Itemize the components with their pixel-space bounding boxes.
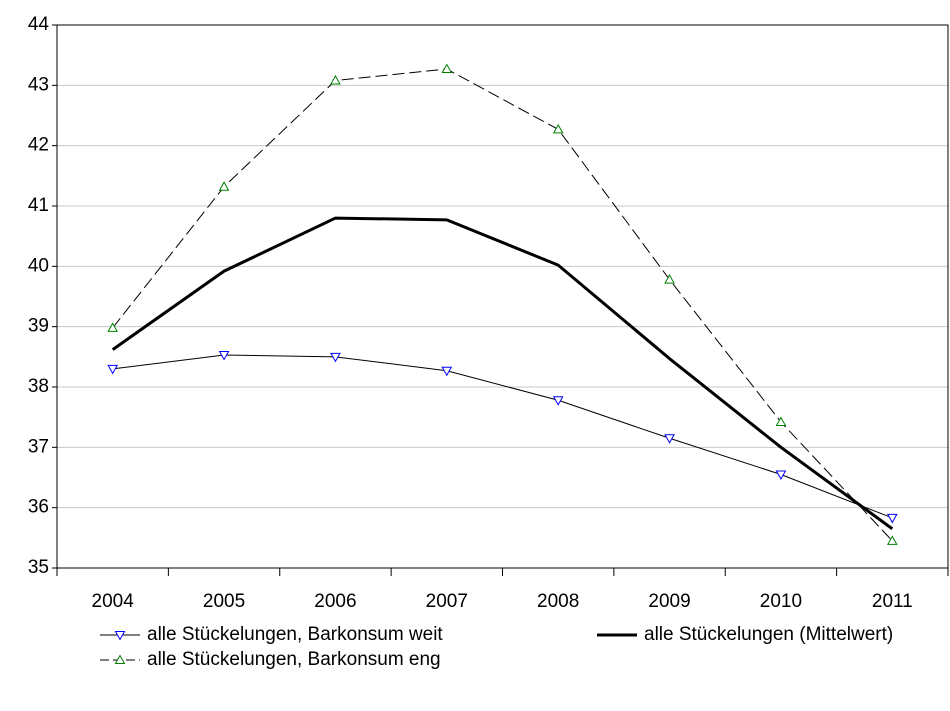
data-point [441, 366, 453, 377]
data-point [107, 322, 119, 332]
x-tick-label: 2008 [537, 591, 579, 612]
series-line [112, 68, 893, 542]
y-tick-label: 35 [28, 557, 49, 578]
data-point [441, 63, 453, 74]
legend-label: alle Stückelungen, Barkonsum weit [147, 624, 443, 645]
x-tick-label: 2004 [92, 591, 135, 612]
legend-label: alle Stückelungen (Mittelwert) [644, 624, 893, 645]
data-point [552, 396, 564, 406]
x-tick-label: 2009 [648, 591, 690, 612]
data-point [330, 74, 341, 85]
y-tick-label: 40 [28, 255, 49, 276]
x-tick-label: 2006 [314, 591, 356, 612]
y-tick-label: 38 [28, 376, 49, 397]
x-tick-label: 2011 [872, 591, 913, 612]
data-point [886, 513, 898, 524]
data-point [886, 535, 898, 545]
data-point [664, 434, 675, 444]
x-tick-label: 2005 [203, 591, 245, 612]
y-tick-label: 42 [28, 135, 49, 156]
x-tick-label: 2007 [426, 591, 468, 612]
y-tick-label: 41 [28, 195, 49, 216]
y-tick-label: 39 [28, 316, 49, 337]
legend-marker [114, 631, 126, 641]
y-tick-label: 36 [28, 497, 49, 518]
data-point [775, 470, 787, 481]
legend-label: alle Stückelungen, Barkonsum eng [147, 649, 441, 670]
data-point [552, 123, 564, 134]
legend-marker [114, 654, 126, 664]
data-point [107, 364, 119, 375]
data-point [218, 351, 230, 361]
y-tick-label: 44 [28, 14, 50, 35]
series-line [111, 216, 894, 530]
series-line [112, 354, 893, 519]
x-tick-label: 2010 [760, 591, 802, 612]
data-point [218, 181, 230, 191]
y-tick-label: 43 [28, 74, 49, 95]
data-point [775, 416, 787, 426]
data-point [664, 274, 675, 284]
y-tick-label: 37 [28, 436, 49, 457]
data-point [330, 352, 341, 363]
